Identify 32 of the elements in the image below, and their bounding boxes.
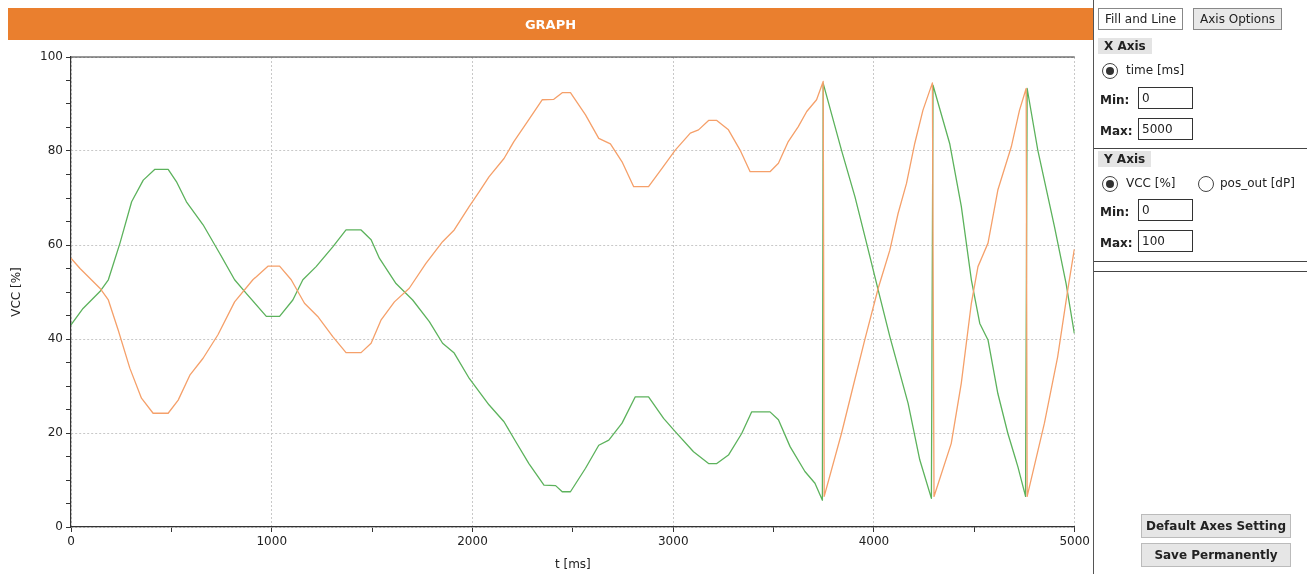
x-tick-label: 5000 [1059, 534, 1090, 549]
text: Max: [1100, 236, 1133, 250]
text: Y Axis [1098, 151, 1152, 167]
chart-title: GRAPH [8, 8, 1093, 40]
y-tick-label: 100 [40, 49, 63, 64]
x-tick-label: 3000 [657, 534, 689, 549]
text: Axis Options [1193, 8, 1283, 30]
y-tick-label: 60 [47, 237, 63, 252]
text: 0 [1138, 87, 1193, 109]
text: Min: [1100, 93, 1130, 107]
text: Min: [1100, 205, 1130, 219]
x-tick-label: 4000 [858, 534, 890, 549]
text: 0 [1138, 199, 1193, 221]
text: Fill and Line [1098, 8, 1184, 30]
y-tick-label: 80 [47, 143, 63, 158]
x-axis-title: t [ms] [554, 556, 591, 571]
y-tick-label: 0 [55, 519, 63, 534]
x-tick-label: 2000 [457, 534, 488, 549]
x-tick-label: 1000 [256, 534, 288, 549]
text: VCC [%] [1126, 176, 1176, 190]
text: time [ms] [1126, 63, 1185, 77]
text: pos_out [dP] [1220, 176, 1295, 190]
text: 5000 [1138, 118, 1193, 140]
y-axis-title: VCC [%] [9, 267, 24, 317]
y-tick-label: 40 [47, 331, 63, 346]
text: Default Axes Setting [1141, 514, 1291, 538]
text: 100 [1138, 230, 1193, 252]
x-tick-label: 0 [67, 534, 75, 549]
text: Max: [1100, 124, 1133, 138]
text: X Axis [1098, 38, 1152, 54]
text: Save Permanently [1141, 543, 1291, 567]
y-tick-label: 20 [47, 425, 63, 440]
